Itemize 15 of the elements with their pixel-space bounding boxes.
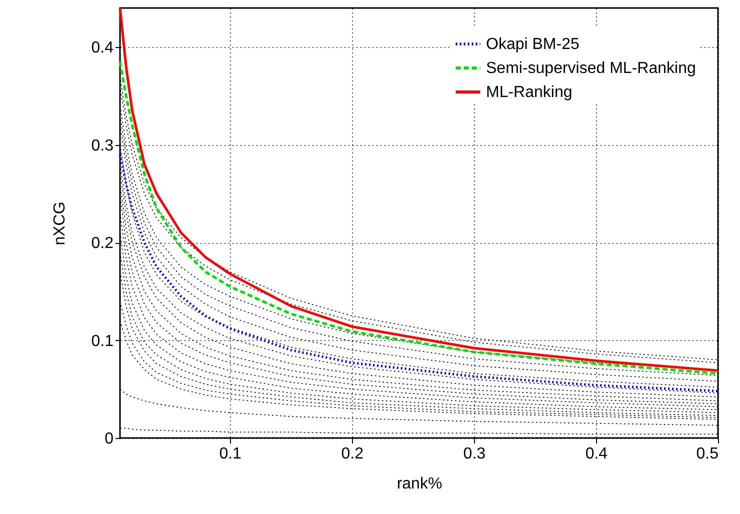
x-tick-label: 0.3: [463, 446, 486, 462]
x-axis-title: rank%: [396, 476, 442, 492]
x-tick-label: 0.1: [219, 446, 242, 462]
y-axis-title: nXCG: [51, 202, 68, 246]
y-tick-label: 0: [104, 430, 114, 448]
legend-label: Semi-supervised ML-Ranking: [486, 60, 696, 77]
x-tick-label: 0.4: [585, 446, 608, 462]
y-tick-label: 0.4: [91, 40, 114, 57]
y-tick-label: 0.2: [91, 235, 114, 252]
x-tick-label: 0.2: [341, 446, 364, 462]
y-tick-label: 0.3: [91, 137, 114, 154]
y-tick-label: 0.1: [91, 332, 114, 350]
legend-label: Okapi BM-25: [486, 36, 580, 53]
x-tick-label: 0.5: [696, 446, 719, 462]
legend-label: ML-Ranking: [486, 84, 572, 101]
